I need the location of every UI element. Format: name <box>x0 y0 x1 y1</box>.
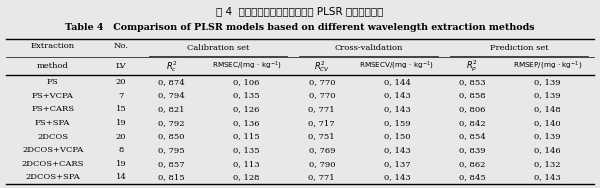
Text: 0, 770: 0, 770 <box>308 78 335 86</box>
Text: 0, 850: 0, 850 <box>158 133 185 141</box>
Text: 0, 143: 0, 143 <box>534 173 560 181</box>
Text: 0, 839: 0, 839 <box>459 146 485 154</box>
Text: Cross-validation: Cross-validation <box>334 44 403 52</box>
Text: 0, 769: 0, 769 <box>308 146 335 154</box>
Text: 0, 146: 0, 146 <box>534 146 560 154</box>
Text: 0, 115: 0, 115 <box>233 133 260 141</box>
Text: $R_c^2$: $R_c^2$ <box>166 59 177 74</box>
Text: 0, 806: 0, 806 <box>459 105 485 113</box>
Text: 0, 771: 0, 771 <box>308 173 335 181</box>
Text: 0, 148: 0, 148 <box>534 105 560 113</box>
Text: RMSEC/(mg $\cdot$ kg$^{-1}$): RMSEC/(mg $\cdot$ kg$^{-1}$) <box>212 60 281 72</box>
Text: Table 4   Comparison of PLSR models based on different wavelength extraction met: Table 4 Comparison of PLSR models based … <box>65 23 535 32</box>
Text: $R_p^2$: $R_p^2$ <box>466 58 478 74</box>
Text: RMSEP/(mg $\cdot$ kg$^{-1}$): RMSEP/(mg $\cdot$ kg$^{-1}$) <box>512 60 582 72</box>
Text: 0, 140: 0, 140 <box>534 119 560 127</box>
Text: 0, 770: 0, 770 <box>308 92 335 100</box>
Text: 0, 144: 0, 144 <box>383 78 410 86</box>
Text: 0, 106: 0, 106 <box>233 78 260 86</box>
Text: 0, 143: 0, 143 <box>383 146 410 154</box>
Text: 0, 771: 0, 771 <box>308 105 335 113</box>
Text: 0, 874: 0, 874 <box>158 78 185 86</box>
Text: 19: 19 <box>116 160 127 168</box>
Text: FS: FS <box>47 78 59 86</box>
Text: 0, 821: 0, 821 <box>158 105 185 113</box>
Text: 0, 143: 0, 143 <box>383 105 410 113</box>
Text: 0, 135: 0, 135 <box>233 92 260 100</box>
Text: 0, 790: 0, 790 <box>308 160 335 168</box>
Text: 0, 139: 0, 139 <box>534 92 560 100</box>
Text: Prediction set: Prediction set <box>490 44 548 52</box>
Text: 0, 143: 0, 143 <box>383 92 410 100</box>
Text: 0, 858: 0, 858 <box>459 92 485 100</box>
Text: 0, 842: 0, 842 <box>459 119 485 127</box>
Text: 0, 159: 0, 159 <box>383 119 410 127</box>
Text: 0, 150: 0, 150 <box>383 133 410 141</box>
Text: 2DCOS: 2DCOS <box>37 133 68 141</box>
Text: 0, 143: 0, 143 <box>383 173 410 181</box>
Text: LV: LV <box>116 62 127 70</box>
Text: 20: 20 <box>116 78 127 86</box>
Text: method: method <box>37 62 68 70</box>
Text: Extraction: Extraction <box>31 42 75 50</box>
Text: 0, 751: 0, 751 <box>308 133 335 141</box>
Text: 0, 135: 0, 135 <box>233 146 260 154</box>
Text: 表 4  不同波长选取方法所建立的 PLSR 模型效果对比: 表 4 不同波长选取方法所建立的 PLSR 模型效果对比 <box>217 7 383 17</box>
Text: 0, 139: 0, 139 <box>534 133 560 141</box>
Text: 15: 15 <box>116 105 127 113</box>
Text: FS+SPA: FS+SPA <box>35 119 70 127</box>
Text: 0, 792: 0, 792 <box>158 119 185 127</box>
Text: 0, 815: 0, 815 <box>158 173 185 181</box>
Text: 0, 794: 0, 794 <box>158 92 185 100</box>
Text: 0, 862: 0, 862 <box>459 160 485 168</box>
Text: 0, 139: 0, 139 <box>534 78 560 86</box>
Text: 0, 845: 0, 845 <box>459 173 485 181</box>
Text: 0, 136: 0, 136 <box>233 119 260 127</box>
Text: 0, 857: 0, 857 <box>158 160 185 168</box>
Text: 0, 854: 0, 854 <box>459 133 485 141</box>
Text: 0, 853: 0, 853 <box>459 78 485 86</box>
Text: RMSECV/(mg $\cdot$ kg$^{-1}$): RMSECV/(mg $\cdot$ kg$^{-1}$) <box>359 60 434 72</box>
Text: 0, 717: 0, 717 <box>308 119 335 127</box>
Text: No.: No. <box>114 42 128 50</box>
Text: $R_{CV}^2$: $R_{CV}^2$ <box>314 59 330 74</box>
Text: 0, 137: 0, 137 <box>383 160 410 168</box>
Text: 0, 795: 0, 795 <box>158 146 185 154</box>
Text: 2DCOS+VCPA: 2DCOS+VCPA <box>22 146 83 154</box>
Text: Calibration set: Calibration set <box>187 44 249 52</box>
Text: 0, 113: 0, 113 <box>233 160 260 168</box>
Text: 0, 132: 0, 132 <box>534 160 560 168</box>
Text: 2DCOS+CARS: 2DCOS+CARS <box>22 160 84 168</box>
Text: FS+VCPA: FS+VCPA <box>32 92 74 100</box>
Text: 0, 128: 0, 128 <box>233 173 260 181</box>
Text: 19: 19 <box>116 119 127 127</box>
Text: 14: 14 <box>116 173 127 181</box>
Text: FS+CARS: FS+CARS <box>31 105 74 113</box>
Text: 20: 20 <box>116 133 127 141</box>
Text: 7: 7 <box>118 92 124 100</box>
Text: 8: 8 <box>118 146 124 154</box>
Text: 0, 126: 0, 126 <box>233 105 260 113</box>
Text: 2DCOS+SPA: 2DCOS+SPA <box>25 173 80 181</box>
